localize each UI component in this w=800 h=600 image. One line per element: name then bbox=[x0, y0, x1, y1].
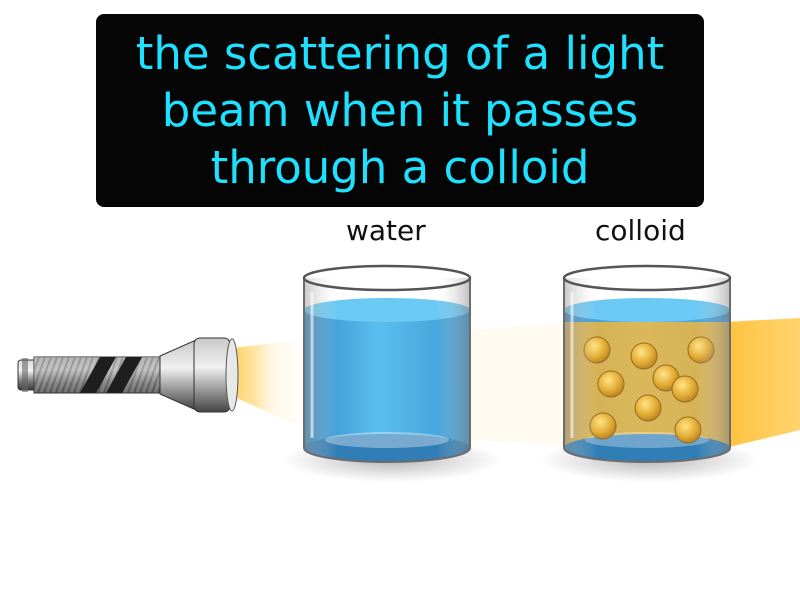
colloid-beaker bbox=[562, 264, 732, 463]
definition-caption: the scattering of a light beam when it p… bbox=[96, 14, 704, 207]
light-beam-incoming bbox=[232, 340, 304, 428]
caption-line-2: beam when it passes bbox=[161, 84, 639, 137]
flashlight-icon bbox=[17, 337, 239, 413]
caption-line-3: through a colloid bbox=[210, 141, 590, 194]
water-beaker bbox=[302, 264, 472, 463]
caption-line-1: the scattering of a light bbox=[135, 27, 665, 80]
light-beam-through-water bbox=[470, 322, 568, 446]
colloid-label: colloid bbox=[595, 214, 686, 247]
light-beam-scattered bbox=[725, 318, 800, 448]
water-label: water bbox=[346, 214, 426, 247]
